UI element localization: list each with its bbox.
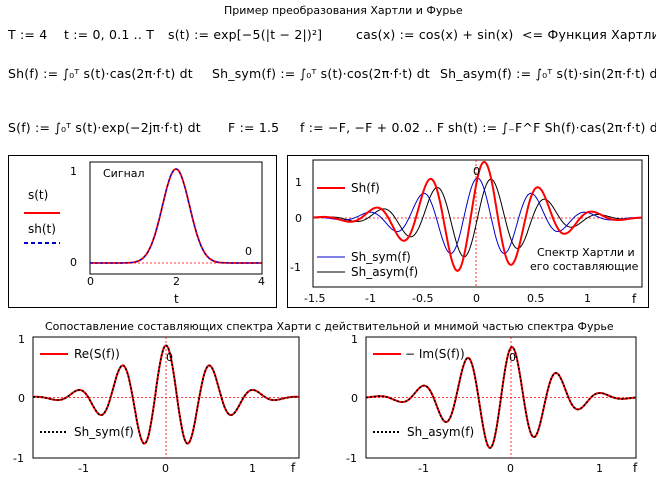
- plot2-xtick-e: 0.5: [527, 292, 545, 305]
- plot2-zero-marker: 0: [473, 165, 480, 178]
- plot2-series-sh: [312, 160, 643, 272]
- eq-sh[interactable]: sh(t) := ∫₋F^F Sh(f)·cas(2π·f·t) df: [448, 120, 656, 135]
- eq-T[interactable]: T := 4: [8, 27, 48, 42]
- eq-t-range[interactable]: t := 0, 0.1 .. T: [64, 27, 155, 42]
- plot3-series-shsym: [33, 344, 299, 445]
- plot4-xtick-a: -1: [418, 462, 429, 475]
- comparison-caption: Сопоставление составляющих спектра Харти…: [45, 320, 614, 333]
- eq-signal[interactable]: s(t) := exp[−5(|t − 2|)²]: [168, 27, 323, 42]
- plot1-legend-sh: sh(t): [28, 222, 56, 236]
- plot1-xtick-2: 2: [173, 275, 180, 288]
- plot4-ytick-1: 1: [351, 333, 358, 346]
- plot4-xtick-b: 0: [507, 462, 514, 475]
- eq-cas[interactable]: cas(x) := cos(x) + sin(x): [356, 27, 514, 42]
- plot2-series-shasym: [312, 178, 643, 258]
- eq-Shasym[interactable]: Sh_asym(f) := ∫₀ᵀ s(t)·sin(2π·f·t) dt: [440, 66, 656, 81]
- plot3-legend-re: Re(S(f)): [74, 347, 120, 361]
- plot3-ytick-minus1: -1: [13, 452, 24, 465]
- plot2-ytick-1: 1: [295, 176, 302, 189]
- plot3-svg: Re(S(f)) Sh_sym(f) 0 1 0 -1 -1 0 1 f: [13, 333, 300, 475]
- eq-F[interactable]: F := 1.5: [228, 120, 280, 135]
- plot3-legend-shsym: Sh_sym(f): [74, 425, 134, 439]
- plot1-zero-marker: 0: [245, 245, 252, 258]
- plot1-xlabel: t: [174, 292, 179, 306]
- eq-S[interactable]: S(f) := ∫₀ᵀ s(t)·exp(−2jπ·f·t) dt: [8, 120, 201, 135]
- plot2-xtick-d: 0: [473, 292, 480, 305]
- plot4-xtick-c: 1: [596, 462, 603, 475]
- plot1-series-sh: [90, 168, 262, 264]
- plot4-legend-shasym: Sh_asym(f): [407, 425, 474, 439]
- plot1-annotation: Сигнал: [103, 167, 145, 180]
- plot4-svg: − Im(S(f)) Sh_asym(f) 0 1 0 -1 -1 0 1 f: [346, 333, 638, 475]
- plot2-xtick-c: -0.5: [412, 292, 433, 305]
- eq-f-range[interactable]: f := −F, −F + 0.02 .. F: [300, 120, 445, 135]
- plot1-ytick-1: 1: [70, 165, 77, 178]
- plot2-legend-sh: Sh(f): [351, 181, 380, 195]
- plot1-legend-signal: s(t): [28, 188, 48, 202]
- plot3-xtick-b: 0: [162, 462, 169, 475]
- plot2-legend-shasym: Sh_asym(f): [351, 265, 418, 279]
- plot4-series-shasym: [365, 346, 637, 449]
- plot3-xlabel: f: [291, 461, 296, 475]
- plot1-xtick-0: 0: [87, 275, 94, 288]
- plot2-xtick-b: -1: [365, 292, 376, 305]
- plot3-ytick-1: 1: [18, 333, 25, 346]
- plot2-xtick-a: -1.5: [304, 292, 325, 305]
- plot1-axes: [89, 161, 263, 275]
- plot4-legend-im: − Im(S(f)): [405, 347, 465, 361]
- plot1-xtick-4: 4: [258, 275, 265, 288]
- plot2-axes: [312, 159, 643, 288]
- plot4-xlabel: f: [633, 461, 638, 475]
- plot3-ytick-0: 0: [18, 392, 25, 405]
- plot2-ytick-minus1: -1: [290, 261, 301, 274]
- plot2-xtick-f: 1: [584, 292, 591, 305]
- plot1-series-s: [90, 168, 262, 264]
- plot3-xtick-c: 1: [249, 462, 256, 475]
- eq-cas-comment: <= Функция Хартли: [522, 27, 656, 42]
- plot4-ytick-minus1: -1: [346, 452, 357, 465]
- plot2-annotation-line2: его составляющие: [530, 260, 639, 273]
- plot1-ytick-0: 0: [70, 256, 77, 269]
- eq-Shsym[interactable]: Sh_sym(f) := ∫₀ᵀ s(t)·cos(2π·f·t) dt: [212, 66, 430, 81]
- page-title: Пример преобразования Хартли и Фурье: [224, 4, 463, 17]
- plot4-ytick-0: 0: [351, 392, 358, 405]
- eq-Sh[interactable]: Sh(f) := ∫₀ᵀ s(t)·cas(2π·f·t) dt: [8, 66, 193, 81]
- plot2-svg: Sh(f) Sh_sym(f) Sh_asym(f) Спектр Хартли…: [290, 159, 643, 306]
- plot2-xlabel: f: [632, 292, 637, 306]
- plot1-frame[interactable]: [8, 155, 277, 308]
- plot3-zero-marker: 0: [166, 351, 173, 364]
- plot3-xtick-a: -1: [78, 462, 89, 475]
- plot2-ytick-0: 0: [295, 212, 302, 225]
- plot2-annotation-line1: Спектр Хартли и: [537, 246, 635, 259]
- plot2-legend-shsym: Sh_sym(f): [351, 250, 411, 264]
- plot1-svg: s(t) sh(t) Сигнал 0 1 0 0 2 4 t: [24, 161, 265, 306]
- plot4-zero-marker: 0: [509, 351, 516, 364]
